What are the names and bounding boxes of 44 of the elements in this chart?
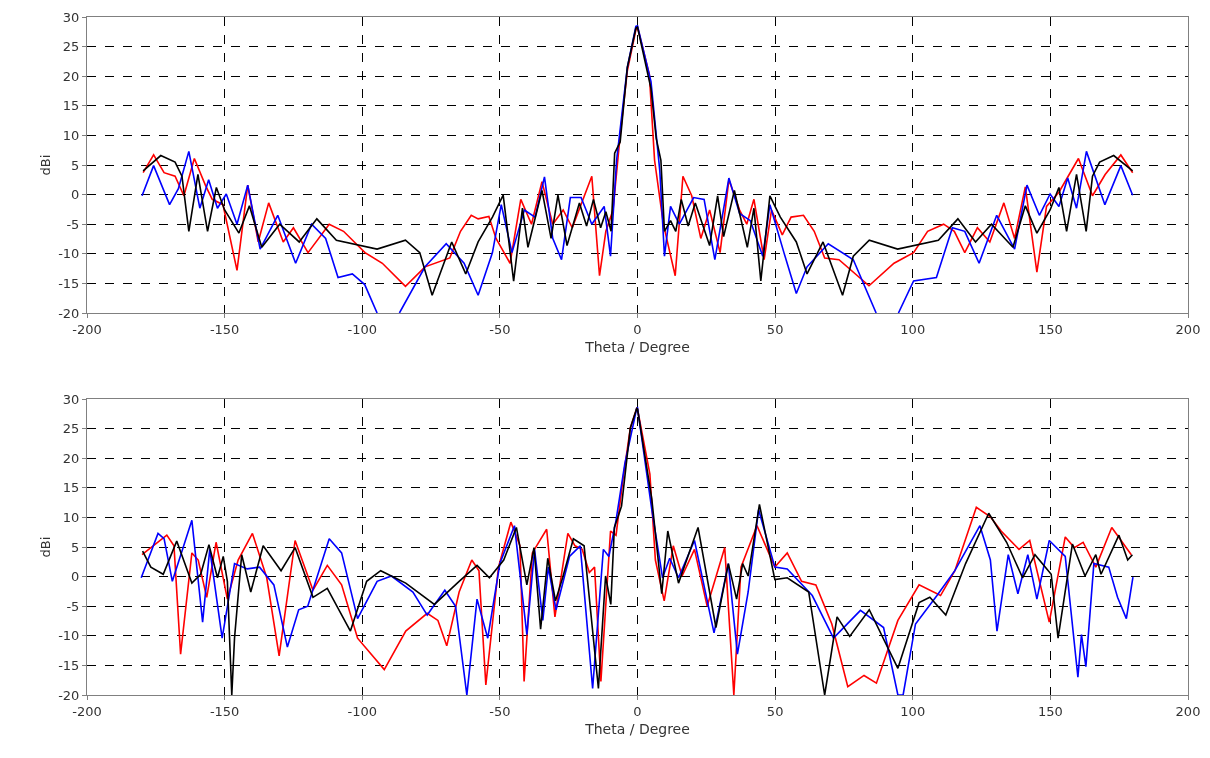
y-tick-label: -15 bbox=[58, 275, 80, 291]
x-tick-label: 0 bbox=[633, 321, 642, 337]
x-tick-label: 200 bbox=[1175, 321, 1201, 337]
y-tick-label: -20 bbox=[58, 305, 80, 321]
y-tick-label: 30 bbox=[62, 391, 80, 407]
y-tick-label: 20 bbox=[62, 450, 80, 466]
y-tick-label: 5 bbox=[71, 539, 80, 555]
x-tick-label: -100 bbox=[347, 321, 378, 337]
y-tick-label: 30 bbox=[62, 9, 80, 25]
x-tick-label: 50 bbox=[766, 703, 784, 719]
y-tick-label: -5 bbox=[66, 598, 80, 614]
x-tick-label: 150 bbox=[1037, 703, 1063, 719]
x-tick-label: 100 bbox=[900, 321, 926, 337]
x-tick-label: -100 bbox=[347, 703, 378, 719]
y-tick-label: 25 bbox=[62, 421, 80, 437]
y-tick-label: 10 bbox=[62, 127, 80, 143]
x-tick-label: -50 bbox=[489, 703, 511, 719]
y-tick-label: 20 bbox=[62, 68, 80, 84]
x-tick-label: -200 bbox=[72, 321, 102, 337]
y-axis-title: dBi bbox=[38, 536, 54, 558]
x-tick-label: 50 bbox=[766, 321, 784, 337]
x-tick-label: -200 bbox=[72, 703, 102, 719]
y-tick-label: -5 bbox=[66, 216, 80, 232]
x-axis-title: Theta / Degree bbox=[584, 338, 690, 355]
x-tick-label: -150 bbox=[209, 321, 240, 337]
x-tick-label: 150 bbox=[1037, 321, 1063, 337]
y-tick-label: 5 bbox=[71, 157, 80, 173]
y-tick-label: 15 bbox=[62, 480, 80, 496]
x-tick-label: 0 bbox=[633, 703, 642, 719]
x-tick-label: -50 bbox=[489, 321, 511, 337]
y-tick-label: -10 bbox=[58, 246, 80, 262]
y-tick-label: -10 bbox=[58, 628, 80, 644]
y-tick-label: 15 bbox=[62, 98, 80, 114]
y-tick-label: -15 bbox=[58, 657, 80, 673]
y-tick-label: 25 bbox=[62, 39, 80, 55]
y-axis-title: dBi bbox=[38, 154, 54, 176]
x-tick-label: 200 bbox=[1175, 703, 1201, 719]
x-axis-title: Theta / Degree bbox=[584, 720, 690, 737]
x-tick-label: -150 bbox=[209, 703, 240, 719]
y-tick-label: 10 bbox=[62, 509, 80, 525]
x-tick-label: 100 bbox=[900, 703, 926, 719]
y-tick-label: 0 bbox=[71, 187, 80, 203]
y-tick-label: 0 bbox=[71, 569, 80, 585]
y-tick-label: -20 bbox=[58, 687, 80, 703]
